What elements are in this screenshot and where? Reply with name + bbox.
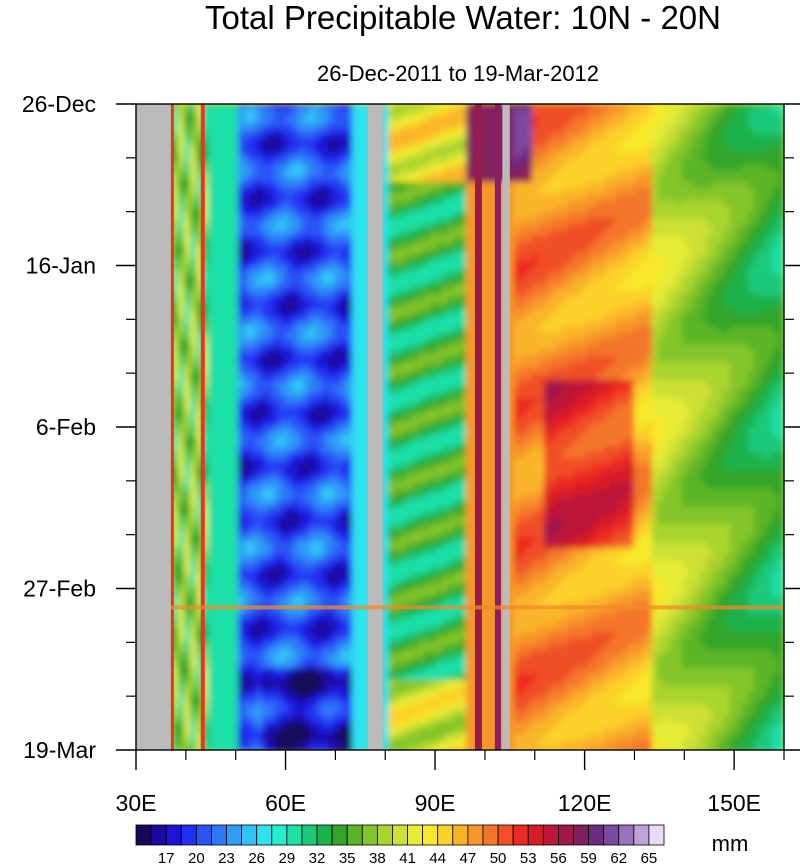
- y-tick-label: 16-Jan: [26, 253, 96, 279]
- chart-title: Total Precipitable Water: 10N - 20N: [205, 0, 721, 36]
- chart-subtitle: 26-Dec-2011 to 19-Mar-2012: [317, 61, 599, 86]
- colorbar-label: 62: [610, 850, 627, 866]
- plot-area: [136, 104, 784, 750]
- colorbar-swatch: [195, 824, 212, 846]
- colorbar-label: 20: [188, 850, 205, 866]
- x-tick-label: 120E: [558, 790, 612, 816]
- y-tick-label: 26-Dec: [22, 91, 96, 117]
- colorbar-swatch: [512, 824, 529, 846]
- high-value-streak: [170, 605, 784, 610]
- colorbar-swatch: [437, 824, 454, 846]
- colorbar-swatch: [633, 824, 650, 846]
- colorbar-swatch: [648, 824, 665, 846]
- colorbar-swatch: [361, 824, 378, 846]
- missing-data-band: [502, 104, 510, 750]
- colorbar-swatch: [241, 824, 258, 846]
- missing-data-band: [367, 104, 383, 750]
- colorbar-swatch: [407, 824, 424, 846]
- high-value-streak: [474, 104, 482, 750]
- colorbar-label: 53: [520, 850, 537, 866]
- colorbar-label: 32: [309, 850, 326, 866]
- colorbar-swatch: [256, 824, 273, 846]
- colorbar-label: 56: [550, 850, 567, 866]
- x-tick-label: 60E: [265, 790, 306, 816]
- colorbar-label: 23: [218, 850, 235, 866]
- colorbar-swatch: [346, 824, 363, 846]
- colorbar-label: 47: [460, 850, 477, 866]
- colorbar-label: 26: [248, 850, 265, 866]
- colorbar-swatch: [527, 824, 544, 846]
- colorbar-swatch: [482, 824, 499, 846]
- colorbar-swatch: [211, 824, 227, 846]
- colorbar-swatch: [467, 824, 484, 846]
- colorbar-swatch: [588, 824, 605, 846]
- colorbar-label: 44: [429, 850, 446, 866]
- colorbar-label: 29: [279, 850, 296, 866]
- colorbar-swatch: [497, 824, 514, 846]
- colorbar-swatch: [376, 824, 393, 846]
- colorbar-units: mm: [712, 831, 749, 856]
- colorbar-swatch: [331, 824, 348, 846]
- y-tick-label: 6-Feb: [36, 414, 96, 440]
- y-tick-label: 19-Mar: [23, 737, 96, 763]
- colorbar-label: 17: [158, 850, 175, 866]
- colorbar-swatch: [316, 824, 333, 846]
- colorbar-swatch: [286, 824, 303, 846]
- colorbar-swatch: [180, 824, 197, 846]
- high-value-streak: [494, 104, 501, 750]
- colorbar-label: 50: [490, 850, 507, 866]
- colorbar-label: 38: [369, 850, 386, 866]
- colorbar-swatch: [422, 824, 439, 846]
- colorbar-swatch: [603, 824, 620, 846]
- x-tick-label: 30E: [116, 790, 157, 816]
- colorbar-label: 41: [399, 850, 416, 866]
- colorbar-label: 59: [580, 850, 597, 866]
- colorbar-swatch: [573, 824, 589, 846]
- x-tick-label: 150E: [707, 790, 761, 816]
- colorbar-label: 65: [641, 850, 658, 866]
- high-value-streak: [200, 104, 205, 750]
- x-tick-label: 90E: [415, 790, 456, 816]
- colorbar-swatch: [135, 824, 152, 846]
- colorbar-swatch: [150, 824, 167, 846]
- colorbar-swatch: [558, 824, 574, 846]
- colorbar-swatch: [542, 824, 559, 846]
- colorbar-swatch: [301, 824, 318, 846]
- colorbar-swatch: [452, 824, 469, 846]
- colorbar-swatch: [618, 824, 635, 846]
- colorbar-label: 35: [339, 850, 356, 866]
- high-value-streak: [170, 104, 174, 750]
- colorbar-swatch: [165, 824, 182, 846]
- colorbar-swatch: [392, 824, 408, 846]
- colorbar-swatch: [226, 824, 242, 846]
- y-tick-label: 27-Feb: [23, 576, 96, 602]
- colorbar-swatch: [271, 824, 288, 846]
- missing-data-band: [136, 104, 171, 750]
